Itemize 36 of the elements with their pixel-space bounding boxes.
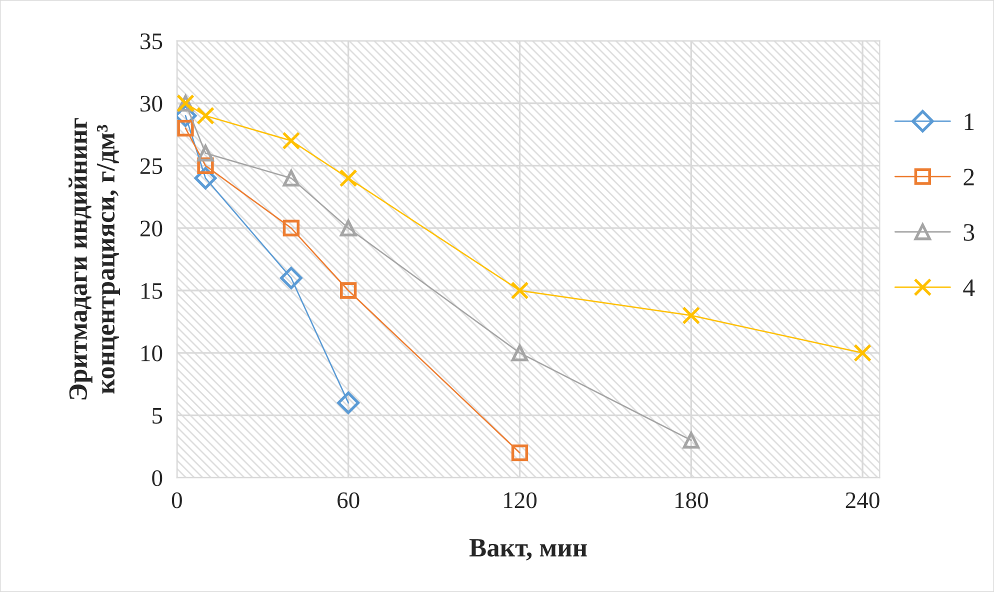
point <box>282 132 300 150</box>
x-axis-title: Вакт, мин <box>469 539 587 560</box>
y-axis-title: Эритмадаги индийнинг концентрацияси, г/дм³ <box>68 118 120 400</box>
point <box>340 220 357 236</box>
y-tick-label: 0 <box>152 470 162 486</box>
y-tick-label: 25 <box>140 158 162 174</box>
x-tick-label: 120 <box>504 492 537 508</box>
point <box>177 120 194 137</box>
point <box>280 266 302 290</box>
x-tick-label: 180 <box>676 492 708 508</box>
y-tick-label: 20 <box>140 220 162 237</box>
point <box>196 106 215 125</box>
y-tick-label: 15 <box>142 283 162 299</box>
point <box>282 170 300 186</box>
legend-label: 2 <box>964 168 974 186</box>
point <box>510 281 529 300</box>
point <box>511 444 528 462</box>
point <box>282 220 300 236</box>
point <box>854 344 872 362</box>
y-tick-label: 10 <box>142 345 162 362</box>
legend-label: 4 <box>963 279 975 296</box>
y-tick-label: 30 <box>140 96 162 112</box>
point <box>340 282 357 299</box>
point <box>511 344 528 362</box>
x-tick-label: 0 <box>172 492 182 508</box>
y-tick-label: 35 <box>140 33 162 50</box>
legend-label: 1 <box>964 113 974 130</box>
point <box>682 306 700 324</box>
point <box>682 432 700 449</box>
point <box>339 169 358 188</box>
point <box>197 144 214 162</box>
y-tick-label: 5 <box>152 408 162 424</box>
x-tick-label: 240 <box>846 492 880 508</box>
point <box>337 392 360 414</box>
legend-label: 3 <box>964 224 974 241</box>
x-tick-label: 60 <box>338 492 360 508</box>
